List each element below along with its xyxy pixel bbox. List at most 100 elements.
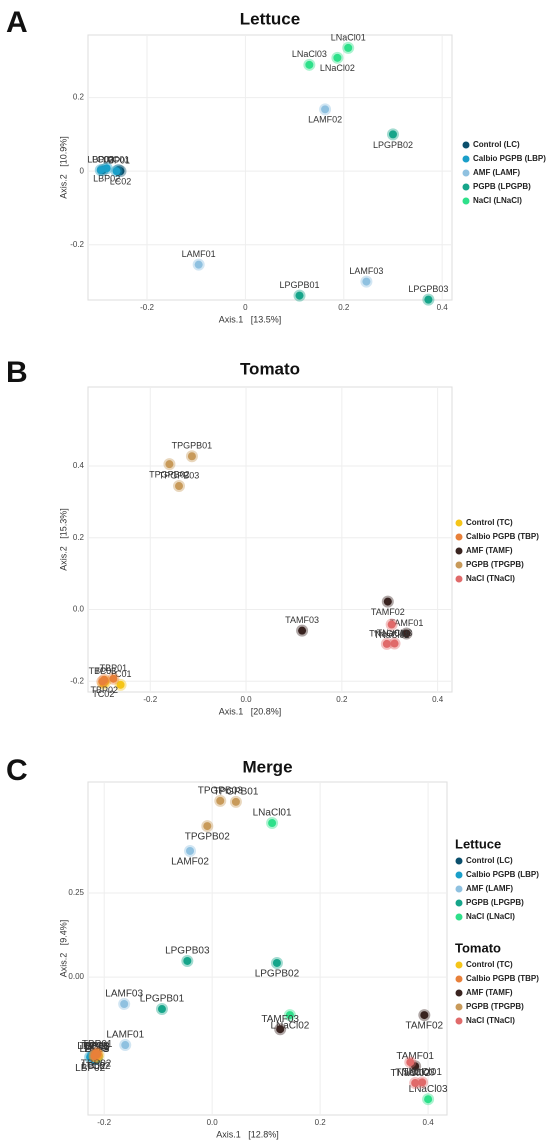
point-label: TBP01	[82, 1039, 113, 1050]
y-axis-label: Axis.2 [10.9%]	[58, 136, 68, 199]
point-label: LC02	[110, 177, 132, 187]
point-label: TAMF01	[396, 1051, 434, 1062]
legend-marker	[462, 197, 470, 205]
y-tick-label: 0.0	[73, 605, 85, 614]
legend-label: Control (LC)	[466, 856, 513, 865]
legend-marker	[455, 885, 463, 893]
legend-label: PGPB (LPGPB)	[473, 182, 531, 191]
x-tick-label: 0.4	[437, 303, 449, 312]
point-label: TC03	[94, 666, 116, 676]
point-label: LPGPB02	[255, 969, 300, 980]
data-point	[119, 1039, 132, 1052]
point-label: LBP01	[77, 1041, 107, 1052]
point-label: LAMF03	[105, 989, 143, 1000]
point-label: LBP02	[93, 174, 120, 184]
point-label: TNaCl01	[402, 1067, 442, 1078]
panel-letter: B	[6, 356, 28, 389]
point-label: TAMF02	[406, 1021, 444, 1032]
y-tick-label: 0.2	[73, 93, 85, 102]
y-tick-label: 0.00	[68, 972, 84, 981]
point-label: LC02	[81, 1061, 105, 1072]
point-label: TAMF02	[371, 607, 405, 617]
point-label: LNaCl03	[409, 1084, 448, 1095]
x-tick-label: 0.0	[207, 1118, 219, 1127]
y-axis-label: Axis.2 [9.4%]	[58, 920, 68, 978]
legend-marker	[455, 561, 463, 569]
data-point	[422, 293, 435, 306]
data-point	[385, 618, 398, 631]
plot-frame	[87, 781, 448, 1116]
point-label: LNaCl01	[331, 32, 366, 42]
legend-label: NaCl (LNaCl)	[473, 196, 522, 205]
data-point	[270, 956, 283, 969]
legend-label: NaCl (TNaCl)	[466, 1016, 515, 1025]
data-point	[107, 672, 120, 685]
data-point	[192, 258, 205, 271]
data-point	[418, 1009, 431, 1022]
chart-title: Lettuce	[240, 9, 300, 28]
x-tick-label: -0.2	[143, 695, 157, 704]
point-label: TNaCl02	[374, 630, 410, 640]
point-label: LBP03	[87, 154, 114, 164]
data-point	[201, 820, 214, 833]
data-point	[409, 1077, 422, 1090]
data-point	[274, 1023, 287, 1036]
point-label: LAMF02	[308, 115, 342, 125]
point-label: LC03	[92, 154, 114, 164]
legend-label: Control (TC)	[466, 518, 513, 527]
point-label: LAMF01	[106, 1030, 144, 1041]
x-tick-label: 0.2	[338, 303, 350, 312]
point-label: TNaCl03	[395, 1068, 435, 1079]
legend-label: PGPB (TPGPB)	[466, 1002, 524, 1011]
legend-label: PGPB (LPGPB)	[466, 898, 524, 907]
x-axis-label: Axis.1 [12.8%]	[216, 1129, 279, 1139]
y-tick-label: 0	[80, 166, 85, 175]
x-tick-label: 0.4	[432, 695, 444, 704]
legend-marker	[455, 1003, 463, 1011]
point-label: LNaCl02	[320, 63, 355, 73]
data-point	[94, 164, 107, 177]
legend-label: Control (LC)	[473, 140, 520, 149]
point-label: TBP01	[100, 663, 128, 673]
point-label: LNaCl01	[253, 808, 292, 819]
legend-marker	[455, 899, 463, 907]
legend-label: Control (TC)	[466, 960, 513, 969]
chart-title: Merge	[242, 757, 292, 776]
data-point	[388, 637, 401, 650]
legend-label: Calbio PGPB (TBP)	[466, 974, 539, 983]
data-point	[293, 289, 306, 302]
x-tick-label: 0.4	[423, 1118, 435, 1127]
legend-label: Calbio PGPB (LBP)	[473, 154, 546, 163]
data-point	[381, 595, 394, 608]
legend-marker	[455, 975, 463, 983]
point-label: TAMF03	[261, 1014, 299, 1025]
data-point	[185, 450, 198, 463]
point-label: TPGPB01	[172, 441, 213, 451]
point-label: LBP03	[79, 1044, 109, 1055]
point-label: TNaCl03	[377, 628, 413, 638]
data-point	[114, 678, 127, 691]
point-label: TPGPB01	[213, 786, 258, 797]
x-tick-label: -0.2	[140, 303, 154, 312]
point-label: TC01	[110, 669, 132, 679]
plot-frame	[87, 34, 453, 301]
data-point	[404, 1056, 417, 1069]
legend-marker	[455, 547, 463, 555]
legend-title: Lettuce	[455, 836, 501, 851]
point-label: TNaCl02	[391, 1068, 431, 1079]
y-tick-label: 0.4	[73, 461, 85, 470]
point-label: TBP02	[81, 1059, 112, 1070]
x-axis-label: Axis.1 [20.8%]	[219, 706, 282, 716]
legend-label: Calbio PGPB (LBP)	[466, 870, 539, 879]
data-point	[163, 458, 176, 471]
point-label: TPGPB03	[198, 785, 243, 796]
y-tick-label: 0.2	[73, 533, 85, 542]
point-label: LPGPB02	[373, 140, 413, 150]
point-label: LNaCl02	[270, 1021, 309, 1032]
legend-label: AMF (LAMF)	[466, 884, 513, 893]
x-axis-label: Axis.1 [13.5%]	[219, 314, 282, 324]
y-axis-label: Axis.2 [15.3%]	[58, 508, 68, 571]
legend-label: NaCl (LNaCl)	[466, 912, 515, 921]
point-label: TBP03	[89, 666, 117, 676]
